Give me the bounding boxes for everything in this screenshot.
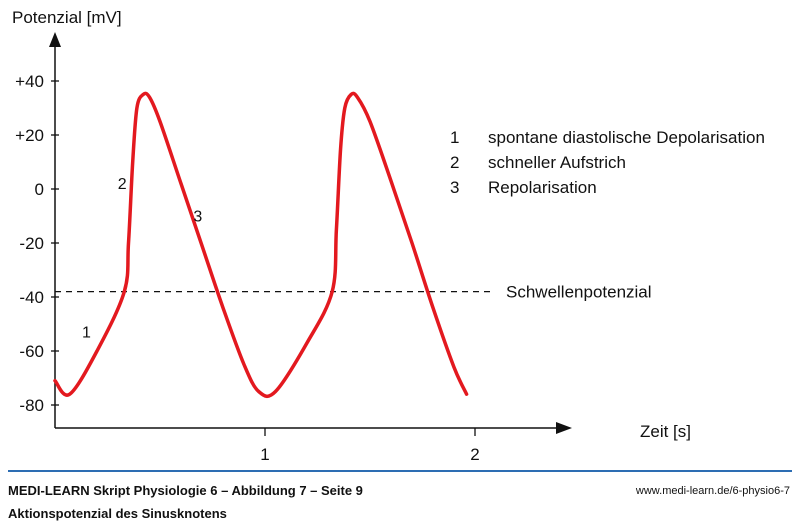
x-axis-arrow [556, 422, 572, 434]
y-axis-label: Potenzial [mV] [12, 8, 122, 27]
y-tick-label: -20 [19, 234, 44, 253]
y-tick-label: 0 [35, 180, 44, 199]
footer-url: www.medi-learn.de/6-physio6-7 [635, 485, 790, 497]
legend-number: 1 [450, 128, 459, 147]
y-tick-label: -60 [19, 342, 44, 361]
legend-number: 2 [450, 153, 459, 172]
legend-number: 3 [450, 178, 459, 197]
footer-divider [8, 470, 792, 472]
y-tick-label: +40 [15, 72, 44, 91]
threshold-label: Schwellenpotenzial [506, 283, 652, 302]
phase-annotation: 3 [193, 208, 202, 225]
x-tick-label: 1 [260, 445, 269, 464]
legend: 1 spontane diastolische Depolarisation 2 sc… [450, 128, 765, 197]
legend-text: Repolarisation [488, 178, 597, 197]
footer-title: MEDI-LEARN Skript Physiologie 6 – Abbild… [8, 483, 363, 498]
x-tick-label: 2 [470, 445, 479, 464]
series-line [53, 91, 469, 398]
annotations: 1 2 3 [82, 176, 202, 342]
series [53, 91, 469, 398]
y-tick-label: +20 [15, 126, 44, 145]
axes [49, 32, 572, 434]
y-axis-arrow [49, 32, 61, 47]
phase-annotation: 1 [82, 325, 91, 342]
y-ticks: +40 +20 0 -20 -40 -60 -80 [15, 72, 59, 415]
legend-text: schneller Aufstrich [488, 153, 626, 172]
y-tick-label: -80 [19, 396, 44, 415]
phase-annotation: 2 [118, 176, 127, 193]
footer-subtitle: Aktionspotenzial des Sinusknotens [8, 506, 227, 521]
y-tick-label: -40 [19, 288, 44, 307]
x-axis-label: Zeit [s] [640, 422, 691, 441]
legend-text: spontane diastolische Depolarisation [488, 128, 765, 147]
